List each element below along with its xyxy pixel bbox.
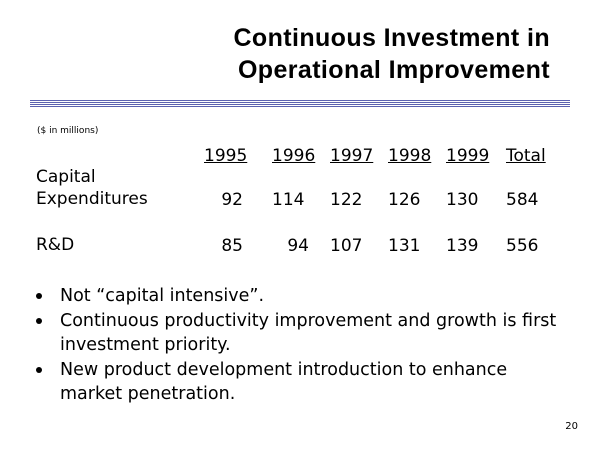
column-header-1997: 1997 [330,146,374,166]
column-header-1996: 1996 [272,146,316,166]
column-header-1999: 1999 [446,146,490,166]
table-row: Capital Expenditures 92 114 122 126 130 … [36,166,556,210]
row-label: Capital Expenditures [36,166,204,210]
table-cell: 131 [388,236,421,256]
column-header-total: Total [506,146,546,166]
bullet-dot-icon [36,318,42,324]
bullet-dot-icon [36,367,42,373]
column-header-1995: 1995 [204,146,248,166]
slide-title-line-1: Continuous Investment in [233,24,550,52]
table-row: R&D 85 94 107 131 139 556 [36,210,556,256]
row-label: R&D [36,210,204,256]
bullet-dot-icon [36,293,42,299]
table-cell: 114 [272,190,305,210]
table-cell: 122 [330,190,363,210]
cell-value: 94 [287,236,309,256]
bullet-text: Not “capital intensive”. [60,286,265,306]
row-label-line: Expenditures [36,189,148,209]
bullet-item: New product development introduction to … [36,358,566,406]
divider-line [30,102,570,103]
title-divider [30,100,570,108]
header-spacer [36,136,204,166]
divider-line [30,104,570,105]
table-cell: 92 [204,166,272,210]
bullet-text: New product development introduction to … [60,360,508,404]
bullet-item: Continuous productivity improvement and … [36,309,566,357]
column-header-1998: 1998 [388,146,432,166]
bullet-text: Continuous productivity improvement and … [60,311,557,355]
row-label-line: Capital [36,167,96,187]
table-cell: 139 [446,236,479,256]
table-cell: 126 [388,190,421,210]
table-cell: 94 [272,210,330,256]
cell-value: 92 [221,190,243,210]
divider-line [30,100,570,101]
investment-table: 1995 1996 1997 1998 1999 Total Capital E… [36,136,556,256]
table-cell: 107 [330,236,363,256]
divider-line [30,106,570,107]
bullet-item: Not “capital intensive”. [36,284,566,308]
table-cell: 584 [506,190,539,210]
slide-title-line-2: Operational Improvement [237,56,550,84]
table-header-row: 1995 1996 1997 1998 1999 Total [36,136,556,166]
page-number: 20 [565,421,578,432]
bullet-list: Not “capital intensive”. Continuous prod… [36,284,566,407]
unit-note: ($ in millions) [37,126,99,136]
table-cell: 85 [204,210,272,256]
table-cell: 130 [446,190,479,210]
cell-value: 85 [221,236,243,256]
row-label-line: R&D [36,235,75,255]
slide-title: Continuous Investment in Operational Imp… [150,22,550,86]
table-cell: 556 [506,236,539,256]
